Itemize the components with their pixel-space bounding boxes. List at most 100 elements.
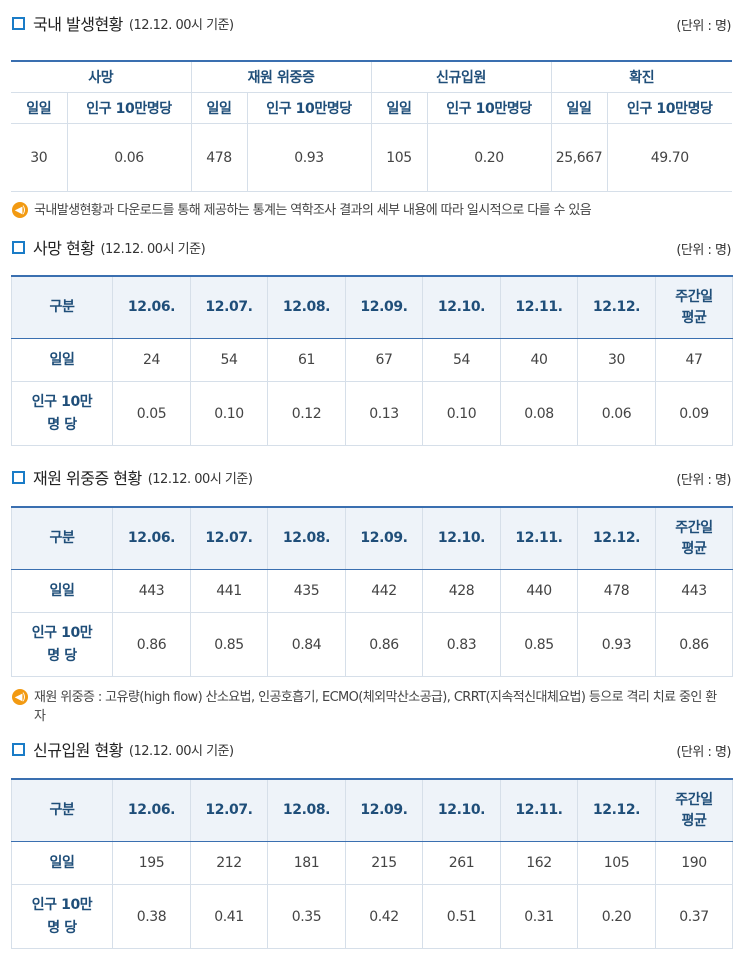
header-date: 12.09. — [345, 507, 423, 570]
table-cell: 0.51 — [422, 884, 501, 949]
header-date: 12.07. — [190, 507, 268, 570]
table-cell: 435 — [267, 569, 346, 613]
header-date: 12.07. — [190, 276, 268, 339]
table-cell: 443 — [112, 569, 191, 613]
summary-cell: 0.93 — [247, 123, 372, 192]
table-cell: 261 — [422, 841, 501, 885]
admissions-date: (12.12. 00시 기준) — [128, 743, 234, 759]
row-label-daily: 일일 — [11, 569, 113, 613]
summary-date: (12.12. 00시 기준) — [128, 17, 234, 33]
header-date: 12.08. — [267, 507, 346, 570]
header-date: 12.07. — [190, 779, 268, 842]
subheader-per100k: 인구 10만명당 — [67, 92, 192, 124]
summary-cell: 0.06 — [67, 123, 192, 192]
table-cell: 54 — [422, 338, 501, 382]
header-date: 12.06. — [112, 779, 191, 842]
table-cell: 0.86 — [655, 612, 733, 677]
deaths-date: (12.12. 00시 기준) — [100, 241, 206, 257]
severe-date: (12.12. 00시 기준) — [147, 471, 253, 487]
table-cell: 212 — [190, 841, 268, 885]
header-date: 12.06. — [112, 507, 191, 570]
table-cell: 0.93 — [577, 612, 656, 677]
summary-section-title: 국내 발생현황 (12.12. 00시 기준) — [12, 12, 234, 34]
admissions-section-title: 신규입원 현황 (12.12. 00시 기준) — [12, 738, 234, 760]
header-weekly-avg: 주간일 평균 — [655, 276, 733, 339]
table-cell: 0.06 — [577, 381, 656, 446]
header-date: 12.12. — [577, 779, 656, 842]
table-cell: 181 — [267, 841, 346, 885]
table-cell: 428 — [422, 569, 501, 613]
admissions-unit: (단위 : 명) — [676, 745, 731, 760]
group-deaths: 사망 — [11, 61, 192, 93]
header-date: 12.11. — [500, 507, 578, 570]
table-cell: 0.37 — [655, 884, 733, 949]
table-cell: 0.38 — [112, 884, 191, 949]
header-date: 12.10. — [422, 779, 501, 842]
square-bullet-icon — [12, 742, 25, 756]
severe-note-text: 재원 위중증 : 고유량(high flow) 산소요법, 인공호흡기, ECM… — [34, 690, 717, 724]
table-cell: 190 — [655, 841, 733, 885]
header-category: 구분 — [11, 779, 113, 842]
severe-table: 구분 12.06. 12.07. 12.08. 12.09. 12.10. 12… — [11, 506, 733, 677]
summary-cell: 25,667 — [551, 123, 608, 192]
table-cell: 441 — [190, 569, 268, 613]
table-cell: 105 — [577, 841, 656, 885]
group-confirmed: 확진 — [551, 61, 733, 93]
summary-unit: (단위 : 명) — [676, 19, 731, 34]
subheader-daily: 일일 — [551, 92, 608, 124]
table-cell: 0.10 — [422, 381, 501, 446]
severe-section-title: 재원 위중증 현황 (12.12. 00시 기준) — [12, 466, 253, 488]
summary-cell: 105 — [371, 123, 428, 192]
header-date: 12.08. — [267, 276, 346, 339]
deaths-table: 구분 12.06. 12.07. 12.08. 12.09. 12.10. 12… — [11, 275, 733, 446]
header-category: 구분 — [11, 276, 113, 339]
table-cell: 30 — [577, 338, 656, 382]
table-cell: 0.83 — [422, 612, 501, 677]
header-category: 구분 — [11, 507, 113, 570]
header-date: 12.06. — [112, 276, 191, 339]
table-cell: 0.35 — [267, 884, 346, 949]
table-cell: 215 — [345, 841, 423, 885]
summary-table: 사망 재원 위중증 신규입원 확진 일일 인구 10만명당 일일 인구 10만명… — [11, 60, 733, 192]
table-cell: 440 — [500, 569, 578, 613]
square-bullet-icon — [12, 16, 25, 30]
row-label-per100k: 인구 10만 명 당 — [11, 884, 113, 949]
admissions-table: 구분 12.06. 12.07. 12.08. 12.09. 12.10. 12… — [11, 778, 733, 949]
table-cell: 0.20 — [577, 884, 656, 949]
table-cell: 0.09 — [655, 381, 733, 446]
table-cell: 47 — [655, 338, 733, 382]
group-severe: 재원 위중증 — [191, 61, 372, 93]
summary-cell: 49.70 — [650, 149, 689, 166]
table-cell: 67 — [345, 338, 423, 382]
summary-cell: 0.20 — [427, 123, 552, 192]
row-label-per100k: 인구 10만 명 당 — [11, 612, 113, 677]
deaths-section-title: 사망 현황 (12.12. 00시 기준) — [12, 236, 206, 258]
table-cell: 0.08 — [500, 381, 578, 446]
speaker-icon: ◀) — [12, 689, 28, 705]
header-date: 12.12. — [577, 507, 656, 570]
table-cell: 0.13 — [345, 381, 423, 446]
admissions-title: 신규입원 현황 — [33, 741, 123, 760]
summary-note-text: 국내발생현황과 다운로드를 통해 제공하는 통계는 역학조사 결과의 세부 내용… — [34, 203, 592, 218]
table-cell: 0.86 — [112, 612, 191, 677]
table-cell: 0.85 — [500, 612, 578, 677]
table-cell: 54 — [190, 338, 268, 382]
square-bullet-icon — [12, 470, 25, 484]
header-date: 12.12. — [577, 276, 656, 339]
header-weekly-avg: 주간일 평균 — [655, 507, 733, 570]
header-date: 12.10. — [422, 507, 501, 570]
table-cell: 0.31 — [500, 884, 578, 949]
square-bullet-icon — [12, 240, 25, 254]
subheader-daily: 일일 — [11, 92, 68, 124]
header-weekly-avg: 주간일 평균 — [655, 779, 733, 842]
table-cell: 0.84 — [267, 612, 346, 677]
table-cell: 24 — [112, 338, 191, 382]
speaker-icon: ◀) — [12, 202, 28, 218]
table-cell: 478 — [577, 569, 656, 613]
table-cell: 40 — [500, 338, 578, 382]
table-cell: 0.05 — [112, 381, 191, 446]
subheader-per100k: 인구 10만명당 — [247, 92, 372, 124]
row-label-per100k: 인구 10만 명 당 — [11, 381, 113, 446]
row-label-daily: 일일 — [11, 338, 113, 382]
subheader-daily: 일일 — [371, 92, 428, 124]
